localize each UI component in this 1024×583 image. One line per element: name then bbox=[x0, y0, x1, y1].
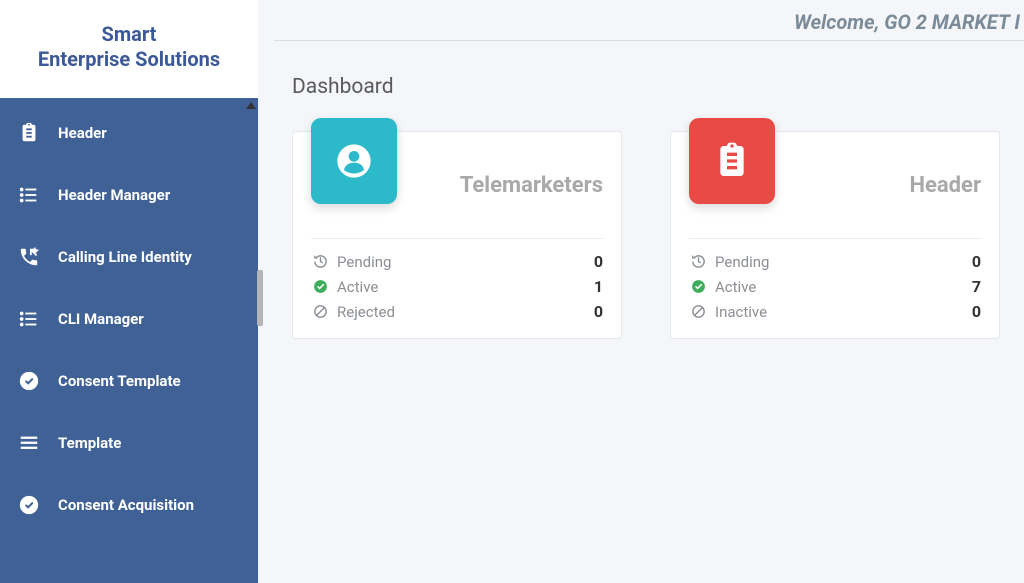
sidebar-item-header[interactable]: Header bbox=[0, 102, 258, 164]
sidebar-item-label: Header Manager bbox=[58, 186, 170, 204]
card-header: Header Pending 0 Active 7 Inactive 0 bbox=[670, 131, 1000, 339]
stat-pending: Pending 0 bbox=[311, 249, 603, 274]
stat-active: Active 1 bbox=[311, 274, 603, 299]
stat-label: Active bbox=[337, 278, 378, 296]
sidebar-item-template[interactable]: Template bbox=[0, 412, 258, 474]
stat-value: 1 bbox=[594, 277, 603, 296]
list-icon bbox=[18, 184, 40, 206]
active-icon bbox=[311, 278, 329, 296]
sidebar-item-consent-acquisition[interactable]: Consent Acquisition bbox=[0, 474, 258, 536]
person-icon bbox=[311, 118, 397, 204]
stat-active: Active 7 bbox=[689, 274, 981, 299]
clipboard-icon bbox=[689, 118, 775, 204]
inactive-icon bbox=[311, 303, 329, 321]
sidebar-item-consent-template[interactable]: Consent Template bbox=[0, 350, 258, 412]
check-circle-icon bbox=[18, 370, 40, 392]
stat-value: 0 bbox=[972, 302, 981, 321]
content: Dashboard Telemarketers Pending 0 A bbox=[258, 41, 1024, 349]
stat-value: 0 bbox=[594, 302, 603, 321]
stat-label: Pending bbox=[715, 253, 769, 271]
cards-row: Telemarketers Pending 0 Active 1 Rejecte… bbox=[292, 131, 1000, 339]
sidebar-item-label: Calling Line Identity bbox=[58, 248, 192, 266]
stat-label: Pending bbox=[337, 253, 391, 271]
stat-inactive: Inactive 0 bbox=[689, 299, 981, 324]
check-circle-icon bbox=[18, 494, 40, 516]
list-icon bbox=[18, 308, 40, 330]
stat-value: 0 bbox=[594, 252, 603, 271]
sidebar: Smart Enterprise Solutions Header Header… bbox=[0, 0, 258, 583]
stat-value: 0 bbox=[972, 252, 981, 271]
brand-line1: Smart bbox=[10, 22, 248, 47]
card-divider bbox=[689, 238, 981, 239]
sidebar-item-label: Consent Acquisition bbox=[58, 496, 194, 514]
welcome-text: Welcome, GO 2 MARKET I bbox=[794, 10, 1024, 34]
card-title: Telemarketers bbox=[460, 173, 603, 198]
sidebar-item-calling-line-identity[interactable]: Calling Line Identity bbox=[0, 226, 258, 288]
inactive-icon bbox=[689, 303, 707, 321]
stat-label: Rejected bbox=[337, 303, 395, 321]
card-head: Header bbox=[689, 144, 981, 226]
card-telemarketers: Telemarketers Pending 0 Active 1 Rejecte… bbox=[292, 131, 622, 339]
pending-icon bbox=[311, 253, 329, 271]
menu-lines-icon bbox=[18, 432, 40, 454]
scroll-up-icon[interactable] bbox=[246, 102, 256, 109]
sidebar-item-cli-manager[interactable]: CLI Manager bbox=[0, 288, 258, 350]
stat-value: 7 bbox=[972, 277, 981, 296]
sidebar-nav: Header Header Manager Calling Line Ident… bbox=[0, 98, 258, 583]
topbar: Welcome, GO 2 MARKET I bbox=[258, 0, 1024, 40]
brand-line2: Enterprise Solutions bbox=[10, 47, 248, 72]
brand-logo: Smart Enterprise Solutions bbox=[0, 0, 258, 98]
sidebar-item-label: Header bbox=[58, 124, 107, 142]
stat-label: Active bbox=[715, 278, 756, 296]
main: Welcome, GO 2 MARKET I Dashboard Telemar… bbox=[258, 0, 1024, 583]
card-title: Header bbox=[909, 173, 981, 198]
phone-callback-icon bbox=[18, 246, 40, 268]
sidebar-item-header-manager[interactable]: Header Manager bbox=[0, 164, 258, 226]
pending-icon bbox=[689, 253, 707, 271]
sidebar-item-label: CLI Manager bbox=[58, 310, 144, 328]
sidebar-item-label: Consent Template bbox=[58, 372, 181, 390]
clipboard-icon bbox=[18, 122, 40, 144]
page-title: Dashboard bbox=[292, 75, 1000, 99]
active-icon bbox=[689, 278, 707, 296]
stat-label: Inactive bbox=[715, 303, 767, 321]
stat-pending: Pending 0 bbox=[689, 249, 981, 274]
stat-rejected: Rejected 0 bbox=[311, 299, 603, 324]
card-head: Telemarketers bbox=[311, 144, 603, 226]
sidebar-item-label: Template bbox=[58, 434, 121, 452]
card-divider bbox=[311, 238, 603, 239]
